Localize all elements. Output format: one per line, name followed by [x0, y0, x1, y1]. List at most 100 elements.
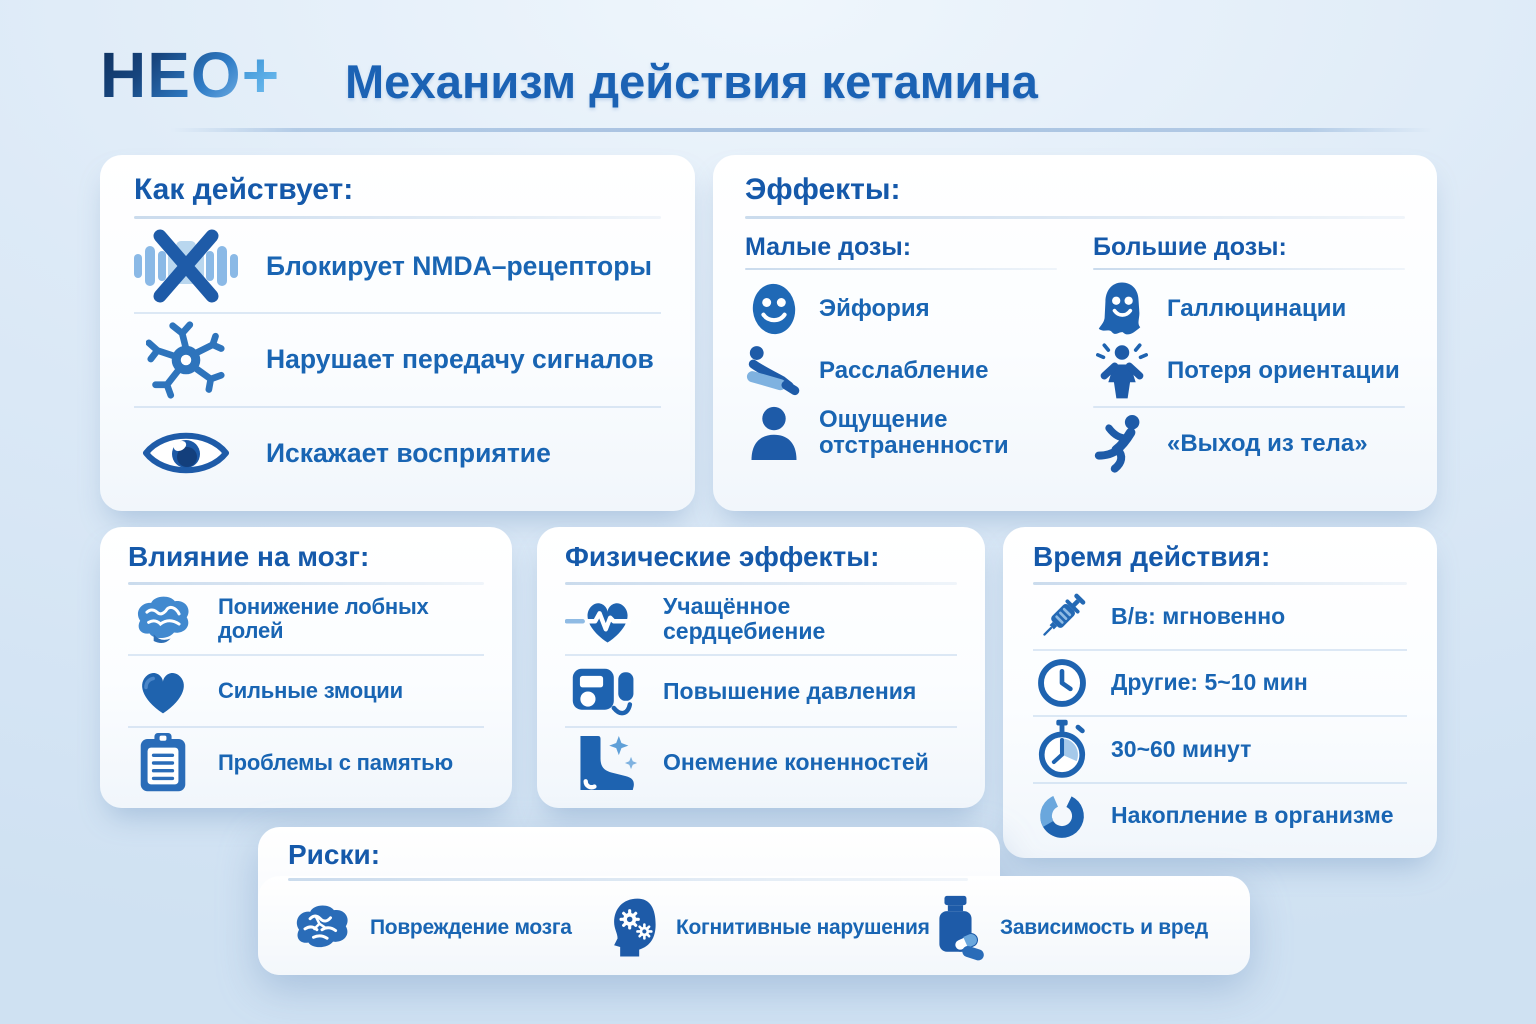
card-title: Эффекты:	[745, 173, 901, 206]
stopwatch-icon	[1033, 719, 1091, 779]
out-of-body-icon	[1093, 412, 1151, 476]
disoriented-person-icon	[1093, 342, 1151, 400]
item-label: Онемение коненностей	[663, 749, 929, 776]
column-label: Малые дозы:	[745, 232, 912, 261]
item-label: Когнитивные нарушения	[676, 916, 930, 940]
list-item: Нарушает передачу сигналов	[134, 312, 661, 406]
item-label: Потеря ориентации	[1167, 356, 1400, 384]
small-doses-column: Малые дозы: Эйфория	[745, 233, 1057, 477]
item-list: Повреждение мозга Когнитивные нарушения	[288, 889, 1230, 967]
title-divider	[134, 216, 661, 219]
list-item: В/в: мгновенно	[1033, 585, 1407, 649]
list-item: Учащённое сердцебиение	[565, 585, 957, 655]
column-divider	[745, 267, 1057, 270]
card-title: Риски:	[288, 839, 381, 870]
neo-plus-logo: НЕО+	[100, 38, 280, 112]
card-title: Как действует:	[134, 173, 354, 206]
title-divider	[565, 582, 957, 585]
column-divider	[1093, 267, 1405, 270]
numb-foot-icon	[565, 732, 643, 794]
list-item: 30~60 минут	[1033, 715, 1407, 781]
item-list: В/в: мгновенно Другие: 5~10 мин	[1033, 585, 1407, 849]
person-bust-icon	[745, 404, 803, 462]
neuron-icon	[134, 320, 238, 400]
title-divider	[745, 216, 1405, 219]
item-label: Сильные змоции	[218, 678, 403, 704]
list-item: Сильные змоции	[128, 654, 484, 726]
pill-bottle-icon	[930, 895, 986, 961]
list-item: Повышение давления	[565, 654, 957, 726]
list-item: Потеря ориентации	[1093, 340, 1405, 402]
brain-damage-icon	[288, 899, 356, 957]
list-item: Повреждение мозга	[288, 889, 572, 967]
card-brain-impact: Влияние на мозг: Понижение лобных долей	[100, 527, 512, 808]
list-item: Расслабление	[745, 340, 1057, 402]
list-item: Онемение коненностей	[565, 726, 957, 798]
item-label: «Выход из тела»	[1167, 429, 1368, 457]
title-divider	[288, 878, 968, 881]
item-list: Блокирует NMDA–рецепторы Нарушает переда…	[134, 221, 661, 500]
list-item: Галлюцинации	[1093, 278, 1405, 340]
item-label: Эйфория	[819, 294, 930, 322]
risks-content: Риски: Повреждение мозга	[258, 827, 1250, 975]
clipboard-icon	[128, 733, 198, 793]
item-label: Учащённое сердцебиение	[663, 593, 826, 645]
item-label: В/в: мгновенно	[1111, 603, 1286, 630]
item-label: Накопление в организме	[1111, 802, 1394, 829]
list-item: Понижение лобных долей	[128, 585, 484, 655]
card-duration: Время действия:	[1003, 527, 1437, 858]
list-item: Другие: 5~10 мин	[1033, 648, 1407, 715]
item-label: Галлюцинации	[1167, 294, 1347, 322]
eye-icon	[134, 423, 238, 483]
smiley-face-icon	[745, 280, 803, 338]
item-label: Повышение давления	[663, 677, 917, 704]
item-label: Проблемы с памятью	[218, 749, 454, 775]
blood-pressure-icon	[565, 661, 643, 721]
syringe-icon	[1033, 588, 1091, 646]
item-label: Понижение лобных долей	[218, 594, 429, 644]
list-item: Ощущение отстраненности	[745, 402, 1057, 464]
column-label: Большие дозы:	[1093, 232, 1287, 261]
title-divider	[1033, 582, 1407, 585]
cognitive-head-icon	[606, 896, 662, 960]
risks-card-shape	[258, 876, 1250, 975]
large-doses-column: Большие дозы: Галлюцинации	[1093, 233, 1405, 477]
ghost-icon	[1093, 280, 1151, 338]
list-item: Зависимость и вред	[930, 889, 1208, 967]
logo-plus-icon: +	[241, 39, 281, 111]
card-physical-effects: Физические эффекты: Учащённое сердцебиен…	[537, 527, 985, 808]
donut-chart-icon	[1033, 790, 1091, 842]
item-list: Учащённое сердцебиение Повышение давлени…	[565, 585, 957, 799]
list-item: Искажает восприятие	[134, 405, 661, 500]
title-divider	[128, 582, 484, 585]
item-label: Нарушает передачу сигналов	[266, 344, 654, 375]
item-label: Искажает восприятие	[266, 437, 551, 468]
item-label: Повреждение мозга	[370, 916, 572, 940]
item-label: Расслабление	[819, 356, 989, 384]
receptor-blocked-icon	[134, 228, 238, 304]
list-item: Блокирует NMDA–рецепторы	[134, 221, 661, 313]
card-title: Время действия:	[1033, 541, 1271, 572]
item-divider	[1093, 406, 1405, 408]
list-item: Когнитивные нарушения	[606, 889, 930, 967]
list-item: Накопление в организме	[1033, 781, 1407, 848]
card-title: Физические эффекты:	[565, 541, 880, 572]
item-label: 30~60 минут	[1111, 735, 1252, 762]
dose-columns: Малые дозы: Эйфория	[745, 233, 1405, 477]
heartbeat-icon	[565, 592, 643, 647]
item-label: Ощущение отстраненности	[819, 405, 1009, 459]
list-item: «Выход из тела»	[1093, 412, 1405, 476]
item-list: Понижение лобных долей Сильные змоции	[128, 585, 484, 799]
clock-icon	[1033, 657, 1091, 709]
page-title: Механизм действия кетамина	[345, 55, 1038, 108]
logo-text: НЕО	[100, 39, 242, 111]
list-item: Проблемы с памятью	[128, 726, 484, 798]
person-reclining-icon	[745, 342, 803, 400]
heart-icon	[128, 665, 198, 717]
header-divider	[170, 128, 1432, 132]
item-label: Блокирует NMDA–рецепторы	[266, 250, 653, 281]
item-label: Зависимость и вред	[1000, 916, 1208, 940]
item-label: Другие: 5~10 мин	[1111, 669, 1308, 696]
card-how-it-works: Как действует: Блокирует NMDA–рецепторы	[100, 155, 695, 511]
